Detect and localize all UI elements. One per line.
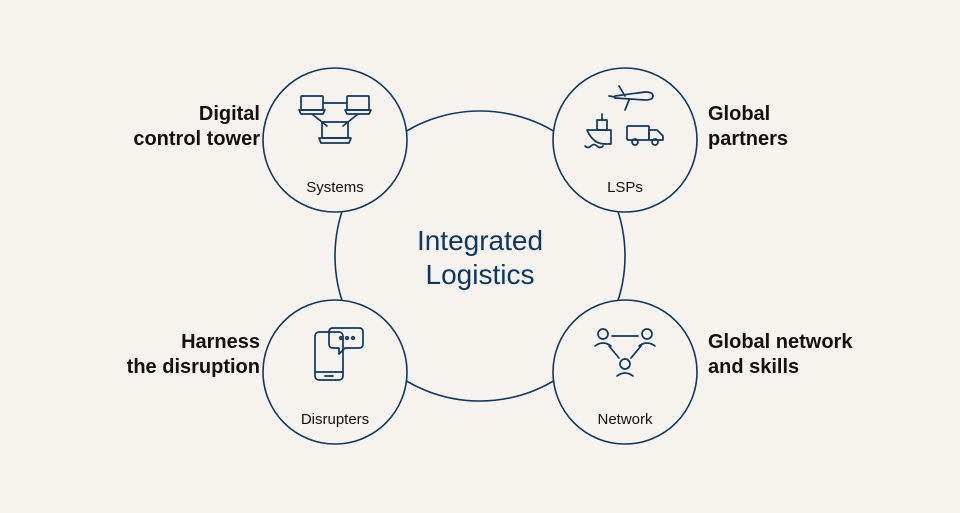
node-lsps-label: LSPs: [607, 179, 643, 196]
side-label-disrupters-line1: Harness: [181, 331, 260, 353]
integrated-logistics-diagram: Integrated Logistics Systems LSPs Disrup…: [0, 0, 960, 513]
diagram-background: [0, 0, 960, 513]
node-network-label: Network: [597, 411, 653, 428]
side-label-network-line1: Global network: [708, 331, 852, 353]
side-label-lsps-line1: Global: [708, 103, 770, 125]
side-label-disrupters: Harness the disruption: [127, 330, 260, 380]
center-title-line2: Logistics: [426, 259, 535, 290]
center-title-line1: Integrated: [417, 225, 543, 256]
side-label-systems-line2: control tower: [133, 128, 260, 150]
side-label-systems: Digital control tower: [133, 102, 260, 152]
node-systems-label: Systems: [306, 179, 364, 196]
side-label-network: Global network and skills: [708, 330, 852, 380]
side-label-systems-line1: Digital: [199, 103, 260, 125]
side-label-network-line2: and skills: [708, 356, 799, 378]
node-disrupters-label: Disrupters: [301, 411, 369, 428]
side-label-disrupters-line2: the disruption: [127, 356, 260, 378]
side-label-lsps-line2: partners: [708, 128, 788, 150]
side-label-lsps: Global partners: [708, 102, 788, 152]
